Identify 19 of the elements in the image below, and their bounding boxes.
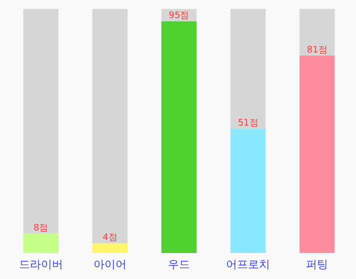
x-tick-label: 아이어 bbox=[93, 258, 126, 271]
data-label: 95점 bbox=[168, 11, 190, 22]
bar bbox=[23, 233, 58, 253]
x-tick-label: 우드 bbox=[168, 258, 190, 271]
data-label: 4점 bbox=[102, 233, 118, 244]
bar bbox=[300, 55, 335, 253]
bar bbox=[230, 128, 266, 253]
bar bbox=[300, 9, 335, 56]
x-tick-label: 어프로치 bbox=[226, 258, 270, 271]
x-tick-label: 퍼팅 bbox=[306, 258, 328, 271]
x-tick-label: 드라이버 bbox=[18, 258, 63, 271]
bar bbox=[230, 9, 266, 129]
data-label: 8점 bbox=[34, 223, 48, 234]
bar bbox=[92, 243, 128, 253]
data-label: 81점 bbox=[306, 45, 328, 56]
bar bbox=[23, 9, 58, 234]
data-label: 51점 bbox=[238, 118, 258, 129]
bar bbox=[161, 21, 197, 253]
bar bbox=[92, 9, 128, 244]
